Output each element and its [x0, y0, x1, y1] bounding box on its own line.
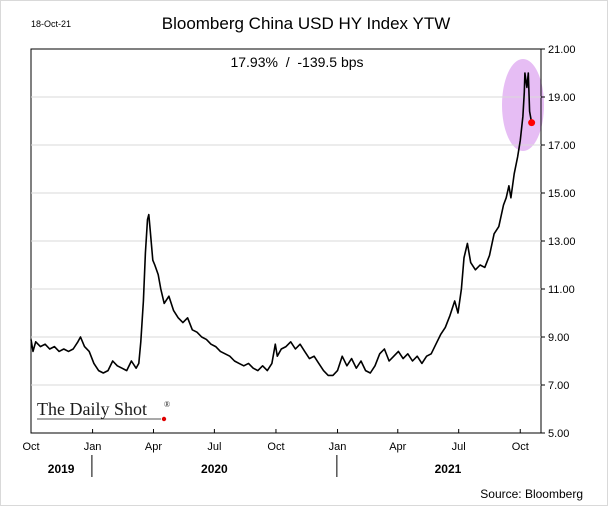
x-tick-label: Apr — [389, 441, 406, 453]
chart-subtitle: 17.93% / -139.5 bps — [230, 54, 363, 70]
x-tick-label: Jul — [207, 441, 221, 453]
date-stamp: 18-Oct-21 — [31, 19, 71, 29]
logo-text: The Daily Shot — [37, 399, 147, 419]
x-tick-label: Jan — [84, 441, 102, 453]
y-tick-label: 17.00 — [548, 140, 576, 152]
source-note: Source: Bloomberg — [480, 487, 583, 501]
chart-title: Bloomberg China USD HY Index YTW — [162, 14, 451, 33]
logo: The Daily Shot ® — [37, 399, 170, 422]
y-tick-label: 21.00 — [548, 44, 576, 56]
y-axis: 5.00 7.00 9.00 11.00 13.00 15.00 17.00 19.00 21.… — [31, 44, 576, 440]
logo-registered-mark: ® — [164, 400, 170, 409]
x-tick-label: Apr — [145, 441, 162, 453]
logo-red-dot — [161, 416, 167, 422]
series-line — [30, 72, 533, 377]
y-tick-label: 11.00 — [548, 284, 575, 296]
x-tick-label: Oct — [267, 441, 284, 453]
y-tick-label: 9.00 — [548, 332, 569, 344]
last-point-marker — [528, 119, 536, 127]
year-label: 2020 — [201, 462, 228, 476]
year-label: 2019 — [48, 462, 75, 476]
y-tick-label: 7.00 — [548, 380, 569, 392]
x-axis: Oct Jan Apr Jul Oct Jan Apr Jul Oct 2019 2020 2021 — [22, 429, 529, 477]
x-tick-label: Jul — [452, 441, 466, 453]
y-tick-label: 15.00 — [548, 188, 576, 200]
y-tick-label: 13.00 — [548, 236, 576, 248]
x-tick-label: Oct — [22, 441, 39, 453]
y-tick-label: 19.00 — [548, 92, 576, 104]
x-tick-label: Jan — [329, 441, 347, 453]
year-label: 2021 — [435, 462, 462, 476]
y-tick-label: 5.00 — [548, 428, 569, 440]
x-tick-label: Oct — [512, 441, 529, 453]
